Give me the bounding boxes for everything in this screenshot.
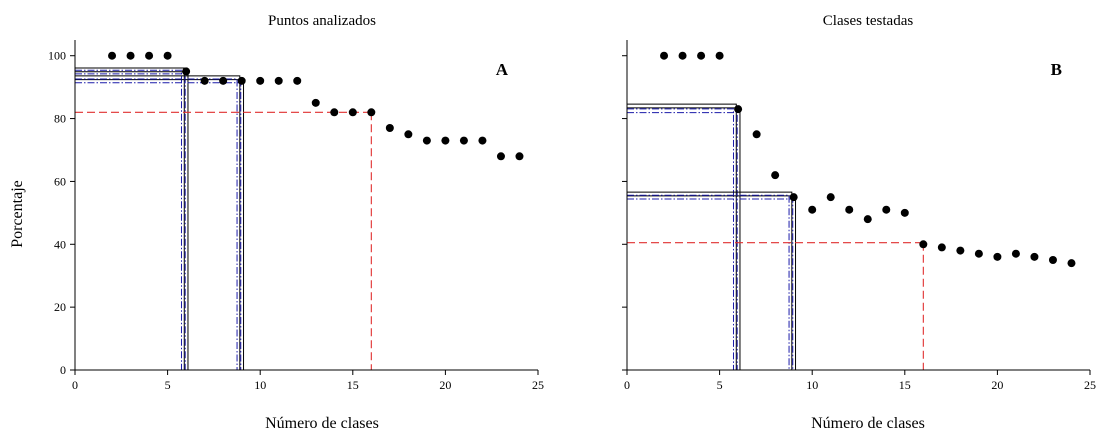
panel-b: Clases testadas Número de clases B 0 5 10 1… [622, 13, 1096, 432]
panel-a-x-tick-label: 0 [72, 378, 78, 392]
panel-a-data-point [163, 51, 172, 60]
panel-a: Puntos analizados Número de clases A 0 5 1… [48, 13, 544, 432]
panel-a-data-point [422, 136, 431, 145]
panel-b-data-point [937, 243, 946, 252]
panel-a-data-point [385, 124, 394, 132]
panel-a-data-point [256, 76, 265, 85]
panel-a-data-point [219, 76, 228, 85]
panel-a-data-point [478, 136, 487, 145]
panel-a-data-point [367, 108, 376, 117]
panel-b-data-point [993, 252, 1002, 261]
panel-a-x-tick-label: 15 [347, 378, 359, 392]
panel-a-data-point [182, 67, 191, 76]
panel-a-y-tick-label: 80 [54, 112, 66, 126]
panel-a-data-point [311, 98, 320, 107]
panel-b-data-point [734, 105, 743, 114]
panel-a-data-point [293, 76, 302, 85]
panel-a-data-point [330, 108, 339, 117]
panel-a-reference-line [75, 75, 245, 370]
panel-a-data-point [237, 76, 246, 85]
panel-b-data-point [956, 246, 965, 255]
panel-a-data-point [145, 51, 154, 60]
panel-b-x-tick-label: 25 [1084, 378, 1096, 392]
panel-a-y-tick-label: 0 [60, 363, 66, 377]
panel-a-reference-line [75, 67, 189, 370]
panel-a-x-axis-label: Número de clases [265, 415, 379, 432]
panel-a-title: Puntos analizados [268, 13, 376, 29]
panel-a-y-tick-label: 40 [54, 237, 66, 251]
panel-b-data-point [789, 193, 798, 202]
panel-a-data-point [348, 108, 357, 117]
panel-a-x-tick-label: 20 [439, 378, 451, 392]
panel-b-plot: 0 5 10 15 20 25 [622, 40, 1096, 392]
panel-b-data-point [1067, 259, 1076, 268]
panel-a-y-tick-label: 20 [54, 300, 66, 314]
panel-b-x-tick-label: 5 [717, 378, 723, 392]
panel-a-data-point [108, 51, 117, 60]
panel-b-reference-line [627, 194, 794, 370]
panel-b-data-point [697, 51, 706, 60]
panel-b-data-point [863, 215, 872, 224]
panel-b-data-point [771, 171, 780, 180]
panel-b-data-point [1030, 252, 1039, 261]
panel-b-title: Clases testadas [823, 13, 914, 29]
panel-a-data-point [459, 136, 468, 145]
panel-b-x-tick-label: 20 [991, 378, 1003, 392]
panel-a-data-point [126, 51, 135, 60]
panel-a-data-point [515, 152, 524, 161]
panel-b-data-point [752, 130, 761, 139]
panel-b-reference-line [627, 108, 738, 370]
panel-a-x-tick-label: 5 [165, 378, 171, 392]
panel-b-x-axis-label: Número de clases [811, 415, 925, 432]
panel-a-x-tick-label: 10 [254, 378, 266, 392]
panel-b-data-point [808, 205, 817, 214]
panel-b-data-point [882, 205, 891, 214]
panel-b-data-point [660, 51, 669, 60]
y-axis-label: Porcentaje [9, 180, 26, 248]
panel-b-data-point [1011, 249, 1020, 258]
panel-a-data-point [404, 130, 413, 139]
panel-a-reference-line [75, 78, 242, 370]
panel-a-data-point [274, 76, 283, 85]
panel-a-plot: 0 5 10 15 20 25 0 20 40 60 80 100 [48, 40, 544, 392]
panel-b-x-tick-label: 0 [624, 378, 630, 392]
panel-a-data-point [441, 136, 450, 145]
panel-a-x-tick-label: 25 [532, 378, 544, 392]
panel-a-y-tick-label: 60 [54, 174, 66, 188]
panel-b-x-tick-label: 15 [899, 378, 911, 392]
panel-a-letter: A [496, 60, 509, 79]
panel-b-data-point [678, 51, 687, 60]
panel-b-reference-line [627, 242, 924, 370]
panel-b-data-point [845, 205, 854, 214]
panel-b-data-point [900, 208, 909, 217]
panel-a-data-point [496, 152, 505, 161]
panel-b-data-point [826, 193, 835, 202]
panel-b-x-tick-label: 10 [806, 378, 818, 392]
panel-b-letter: B [1051, 60, 1062, 79]
panel-a-data-point [200, 76, 209, 85]
panel-a-reference-line [75, 111, 372, 370]
panel-b-data-point [1048, 256, 1057, 264]
panel-b-reference-line [627, 191, 797, 370]
panel-b-reference-line [627, 103, 741, 370]
panel-a-reference-line [75, 69, 186, 370]
panel-b-data-point [919, 240, 928, 249]
panel-a-y-tick-label: 100 [48, 49, 66, 63]
panel-b-data-point [974, 249, 983, 258]
panel-b-data-point [715, 51, 724, 60]
